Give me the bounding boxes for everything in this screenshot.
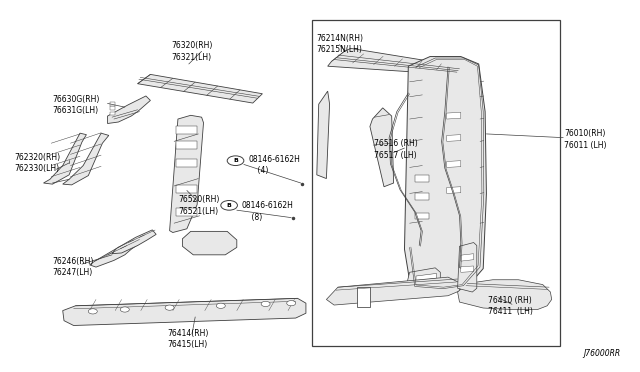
Text: 08146-6162H
    (8): 08146-6162H (8) xyxy=(242,201,294,221)
Polygon shape xyxy=(110,102,115,106)
Circle shape xyxy=(261,301,270,307)
Polygon shape xyxy=(138,74,262,103)
Polygon shape xyxy=(112,230,156,254)
Polygon shape xyxy=(447,161,461,167)
Circle shape xyxy=(227,156,244,166)
Polygon shape xyxy=(461,254,474,261)
Text: 76214N(RH)
76215N(LH): 76214N(RH) 76215N(LH) xyxy=(317,34,364,54)
Polygon shape xyxy=(110,112,115,115)
Text: 76320(RH)
76321(LH): 76320(RH) 76321(LH) xyxy=(172,41,213,61)
Text: 76246(RH)
76247(LH): 76246(RH) 76247(LH) xyxy=(52,257,94,277)
Polygon shape xyxy=(108,96,150,124)
Polygon shape xyxy=(176,141,197,149)
Polygon shape xyxy=(63,133,109,185)
Polygon shape xyxy=(458,280,552,310)
Polygon shape xyxy=(63,298,306,326)
Text: 76520(RH)
76521(LH): 76520(RH) 76521(LH) xyxy=(178,195,220,215)
Polygon shape xyxy=(110,106,115,110)
Polygon shape xyxy=(461,266,474,272)
Polygon shape xyxy=(404,57,486,291)
Circle shape xyxy=(216,303,225,308)
Polygon shape xyxy=(407,268,440,288)
Text: B: B xyxy=(227,203,232,208)
Text: 762320(RH)
762330(LH): 762320(RH) 762330(LH) xyxy=(14,153,60,173)
Polygon shape xyxy=(415,213,429,219)
Text: 76010(RH)
76011 (LH): 76010(RH) 76011 (LH) xyxy=(564,129,607,150)
Polygon shape xyxy=(370,108,394,187)
Bar xyxy=(312,20,560,346)
Polygon shape xyxy=(415,193,429,200)
Text: 76516 (RH)
76517 (LH): 76516 (RH) 76517 (LH) xyxy=(374,140,418,160)
Polygon shape xyxy=(447,135,461,141)
Polygon shape xyxy=(90,240,138,267)
Polygon shape xyxy=(176,126,197,134)
Polygon shape xyxy=(176,185,197,193)
Polygon shape xyxy=(182,231,237,255)
Polygon shape xyxy=(416,281,436,287)
Circle shape xyxy=(120,307,129,312)
Circle shape xyxy=(221,201,237,210)
Polygon shape xyxy=(44,133,86,184)
Polygon shape xyxy=(416,273,436,281)
Text: J76000RR: J76000RR xyxy=(584,349,621,358)
Text: B: B xyxy=(233,158,238,163)
Text: 08146-6162H
    (4): 08146-6162H (4) xyxy=(248,155,300,175)
Polygon shape xyxy=(447,187,461,193)
Polygon shape xyxy=(357,287,370,307)
Polygon shape xyxy=(458,243,477,292)
Circle shape xyxy=(88,309,97,314)
Polygon shape xyxy=(447,112,461,119)
Text: 76414(RH)
76415(LH): 76414(RH) 76415(LH) xyxy=(168,329,209,349)
Text: 76630G(RH)
76631G(LH): 76630G(RH) 76631G(LH) xyxy=(52,95,100,115)
Circle shape xyxy=(287,301,296,306)
Text: 76410 (RH)
76411  (LH): 76410 (RH) 76411 (LH) xyxy=(488,296,532,316)
Polygon shape xyxy=(415,175,429,182)
Polygon shape xyxy=(317,91,330,179)
Polygon shape xyxy=(326,277,460,305)
Polygon shape xyxy=(170,115,204,232)
Polygon shape xyxy=(176,159,197,167)
Polygon shape xyxy=(328,48,461,74)
Circle shape xyxy=(165,305,174,310)
Polygon shape xyxy=(176,208,197,216)
